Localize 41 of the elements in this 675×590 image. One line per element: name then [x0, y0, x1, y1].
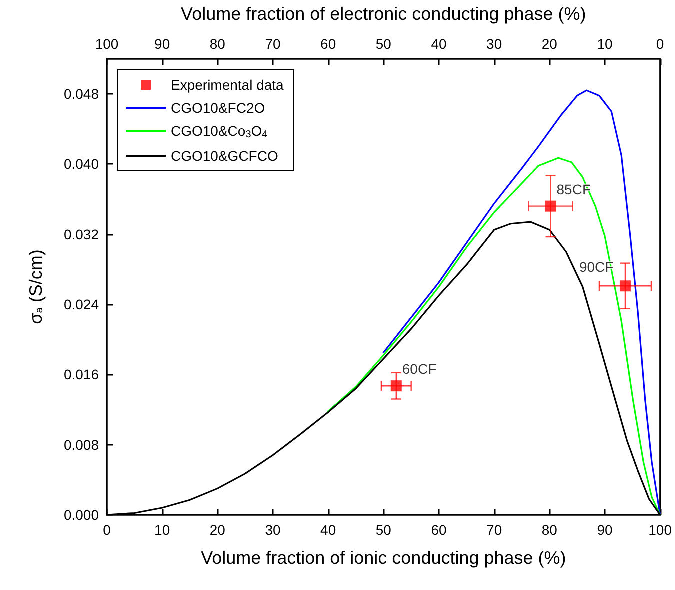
- x-tick-label: 30: [265, 522, 281, 538]
- y-tick-label: 0.000: [64, 507, 100, 523]
- y-axis-title: σa (S/cm): [26, 250, 46, 324]
- line-series: [382, 90, 662, 516]
- x2-tick-label: 10: [597, 36, 613, 52]
- annotation: 60CF: [402, 361, 437, 378]
- x-tick-label: 40: [320, 522, 336, 538]
- y-tick-label: 0.040: [64, 156, 100, 172]
- x2-tick-label: 0: [656, 36, 664, 52]
- x-tick-label: 70: [486, 522, 502, 538]
- x2-tick-label: 50: [376, 36, 392, 52]
- x-tick-label: 90: [597, 522, 613, 538]
- legend-label: CGO10&GCFCO: [171, 148, 278, 164]
- x2-tick-label: 70: [265, 36, 281, 52]
- x-tick-label: 100: [648, 522, 672, 538]
- x-tick-label: 10: [154, 522, 170, 538]
- x2-tick-label: 30: [486, 36, 502, 52]
- y-tick-label: 0.048: [64, 86, 100, 102]
- x2-tick-label: 20: [542, 36, 558, 52]
- x2-tick-label: 40: [431, 36, 447, 52]
- x-tick-label: 60: [431, 522, 447, 538]
- x2-tick-label: 60: [320, 36, 336, 52]
- x2-tick-label: 80: [210, 36, 226, 52]
- x-tick-label: 80: [542, 522, 558, 538]
- x2-tick-label: 100: [95, 36, 119, 52]
- x-tick-label: 0: [103, 522, 112, 538]
- x-tick-label: 20: [210, 522, 226, 538]
- point: [390, 380, 402, 392]
- legend-label: CGO10&FC2O: [171, 100, 266, 116]
- x-tick-label: 50: [376, 522, 392, 538]
- y-tick-label: 0.008: [64, 436, 100, 453]
- y-tick-label: 0.024: [64, 296, 100, 313]
- x2-tick-label: 90: [154, 36, 170, 52]
- x-axis-title: Volume fraction of ionic conducting phase (%): [201, 548, 566, 568]
- line-series: [328, 157, 662, 516]
- y-tick-label: 0.032: [64, 226, 100, 242]
- y-tick-label: 0.016: [64, 366, 100, 383]
- point: [620, 280, 631, 292]
- x2-axis-title: Volume fraction of electronic conducting phase (%): [181, 4, 586, 24]
- point: [545, 200, 556, 212]
- legend-label: Experimental data: [171, 77, 284, 93]
